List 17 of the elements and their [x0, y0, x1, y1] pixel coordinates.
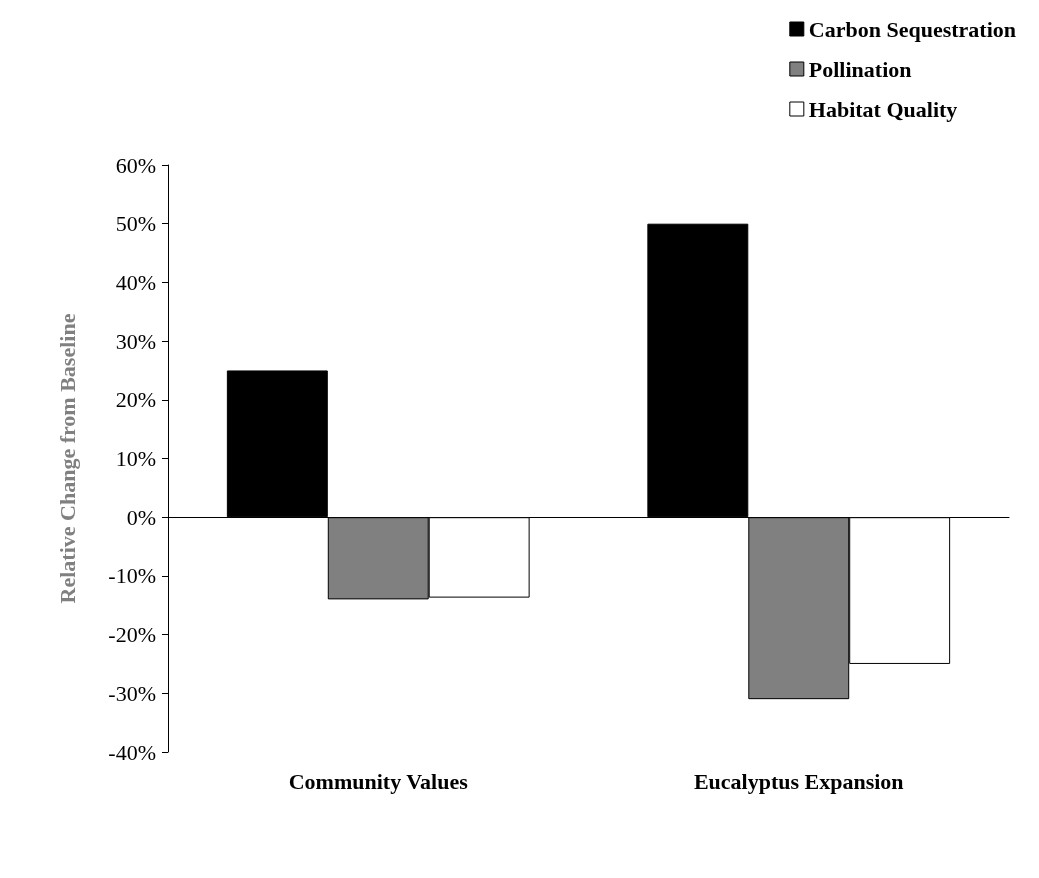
y-axis-title: Relative Change from Baseline: [54, 313, 80, 604]
legend-label: Pollination: [808, 56, 912, 82]
y-tick-label: 0%: [126, 504, 156, 530]
y-tick-label: 10%: [115, 446, 156, 471]
y-tick-label: -30%: [108, 680, 156, 706]
y-tick-label: 60%: [115, 152, 156, 178]
y-tick-label: -10%: [108, 563, 156, 589]
x-tick-label: Community Values: [288, 768, 469, 794]
y-tick-label: 40%: [115, 269, 156, 295]
legend-label: Habitat Quality: [808, 96, 958, 122]
y-tick-label: 50%: [115, 211, 156, 237]
y-tick-label: 20%: [115, 387, 156, 413]
y-tick-label: -40%: [108, 739, 156, 765]
y-tick-label: 30%: [115, 328, 156, 354]
legend-label: Carbon Sequestration: [808, 16, 1016, 42]
y-tick-label: -20%: [108, 622, 156, 648]
x-tick-label: Eucalyptus Expansion: [693, 768, 904, 794]
